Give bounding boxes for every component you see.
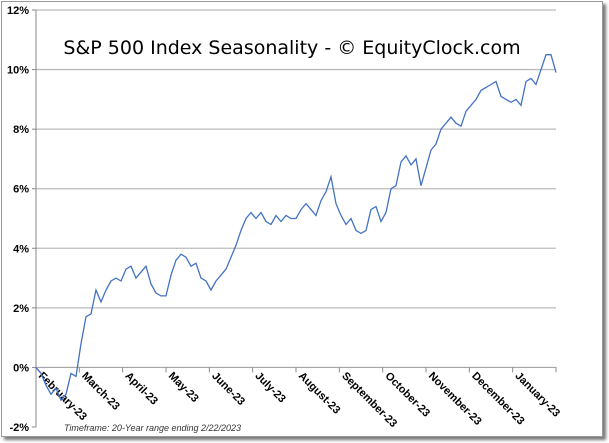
y-tick-label: 10% [7,65,29,77]
series-line [35,54,557,402]
gridlines [36,9,556,368]
chart-title: S&P 500 Index Seasonality - © EquityCloc… [63,37,520,59]
y-tick-label: 0% [13,362,29,374]
x-tick-label: July-23 [253,370,288,405]
y-tick-label: 8% [13,124,29,136]
x-tick-label: August-23 [296,370,343,417]
footnote: Timeframe: 20-Year range ending 2/22/202… [64,423,241,433]
y-tick-label: 2% [13,303,29,315]
y-tick-label: 6% [13,184,29,196]
x-tick-label: April-23 [123,370,160,407]
x-tick-label: March-23 [79,370,122,413]
x-tick-label: June-23 [209,370,247,408]
chart-frame [1,1,603,437]
y-axis: -2% 0% 2% 4% 6% 8% 10% 12% [7,5,37,434]
y-tick-label: -2% [9,422,29,434]
y-tick-label: 12% [7,5,29,17]
y-tick-label: 4% [13,243,29,255]
x-tick-label: May-23 [166,370,201,405]
